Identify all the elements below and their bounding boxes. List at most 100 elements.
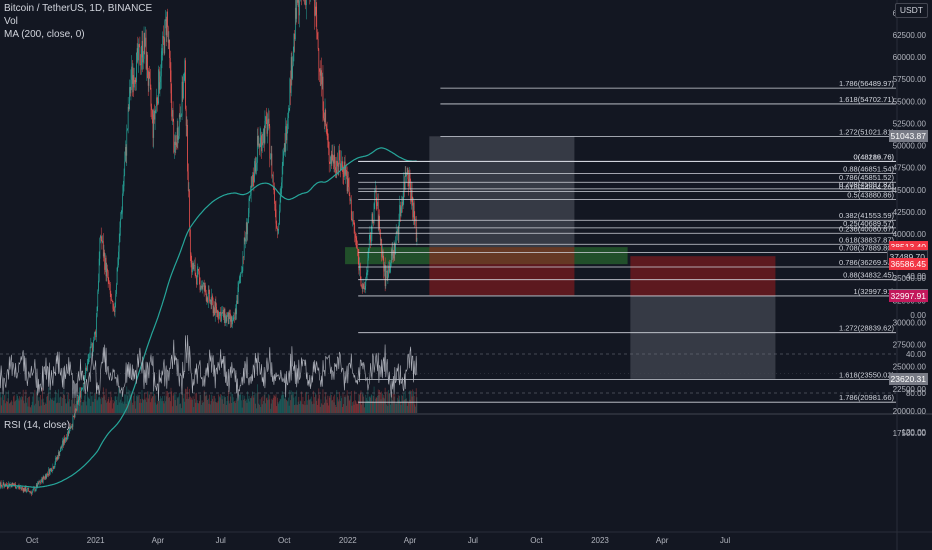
volume-bar: [5, 391, 7, 413]
volume-bar: [176, 397, 178, 413]
volume-bar: [337, 397, 338, 413]
volume-bar: [167, 393, 169, 413]
volume-bar: [82, 402, 84, 413]
short-loss-zone[interactable]: [630, 256, 776, 296]
candle-body: [240, 272, 242, 277]
drawing-zones[interactable]: [345, 136, 776, 379]
candle-body: [91, 343, 93, 351]
candle-body: [185, 108, 187, 126]
candle-body: [381, 239, 383, 258]
currency-badge[interactable]: USDT: [894, 3, 928, 18]
candle-body: [183, 82, 184, 99]
candle-body: [216, 306, 217, 313]
volume-bar: [193, 407, 195, 413]
candle-body: [325, 109, 327, 125]
candle-body: [363, 284, 365, 288]
candle-body: [131, 66, 133, 84]
candle-body: [74, 409, 76, 418]
candle-body: [267, 123, 269, 134]
ma-indicator-label[interactable]: MA (200, close, 0): [4, 29, 85, 40]
volume-bar: [263, 394, 265, 413]
volume-bar: [64, 398, 66, 413]
candle-body: [26, 491, 27, 492]
volume-bar: [109, 402, 110, 413]
volume-bar: [299, 404, 300, 413]
volume-bar: [207, 398, 209, 413]
volume-bar: [31, 405, 32, 413]
volume-bar: [389, 393, 391, 413]
volume-bar: [335, 404, 336, 413]
candle-body: [196, 269, 198, 285]
candle-body: [340, 168, 342, 170]
volume-bar: [391, 394, 393, 413]
candle-body: [154, 110, 155, 120]
candle-body: [44, 477, 45, 479]
volume-bar: [416, 397, 418, 413]
volume-bar: [151, 396, 153, 413]
candle-body: [85, 368, 87, 369]
candle-body: [147, 78, 149, 86]
volume-indicator-label[interactable]: Vol: [4, 16, 18, 27]
volume-bar: [317, 404, 318, 413]
candle-body: [277, 229, 279, 231]
short-profit-zone[interactable]: [630, 295, 776, 379]
volume-bar: [33, 392, 34, 413]
candle-body: [332, 160, 334, 164]
candle-body: [353, 220, 354, 223]
candle-body: [72, 415, 74, 427]
candle-body: [2, 486, 3, 488]
candle-body: [388, 265, 390, 272]
volume-bar: [66, 403, 68, 413]
candle-body: [237, 287, 239, 304]
candle-body: [316, 14, 318, 33]
candle-body: [317, 32, 318, 40]
position-loss-zone[interactable]: [429, 247, 575, 296]
fibonacci-levels[interactable]: 0(48189.76) 0.88(46851.54)0.786(45851.52)…: [358, 79, 896, 403]
volume-bar: [189, 396, 191, 413]
candle-body: [367, 258, 369, 273]
symbol-title[interactable]: Bitcoin / TetherUS, 1D, BINANCE: [4, 3, 153, 14]
candle-body: [64, 438, 65, 443]
candle-body: [236, 300, 238, 304]
volume-bar: [190, 399, 192, 413]
candle-body: [35, 489, 36, 492]
rsi-indicator-label[interactable]: RSI (14, close): [4, 420, 71, 431]
candle-body: [107, 268, 108, 272]
candle-body: [111, 300, 112, 302]
volume-bar: [276, 406, 278, 413]
volume-bar: [352, 402, 354, 413]
candle-body: [30, 491, 32, 493]
candle-body: [230, 316, 232, 322]
volume-bar: [265, 403, 266, 413]
volume-bar: [167, 391, 168, 413]
volume-bar: [384, 398, 385, 413]
volume-bar: [353, 401, 354, 413]
green-support-zone[interactable]: [345, 247, 628, 265]
price-axis-pill: 51043.87: [888, 130, 928, 143]
volume-bar: [86, 405, 88, 413]
volume-bar: [338, 399, 340, 413]
volume-bar: [165, 390, 167, 413]
volume-bar: [241, 407, 243, 413]
candle-body: [84, 377, 85, 384]
candle-body: [225, 315, 226, 323]
volume-bar: [292, 391, 294, 413]
volume-bar: [387, 406, 389, 413]
volume-bar: [336, 390, 338, 413]
price-tick-label: 30000.00: [893, 318, 927, 327]
candle-body: [203, 282, 204, 285]
volume-bar: [104, 394, 106, 413]
volume-bar: [2, 392, 4, 413]
volume-bar: [326, 399, 327, 413]
volume-bar: [183, 393, 185, 413]
candle-body: [160, 76, 161, 83]
candle-body: [256, 136, 258, 163]
candle-body: [375, 190, 377, 202]
volume-bar: [237, 394, 239, 413]
candle-body: [245, 222, 247, 239]
volume-bar: [115, 396, 117, 413]
candle-body: [96, 316, 97, 338]
candle-body: [38, 482, 39, 485]
